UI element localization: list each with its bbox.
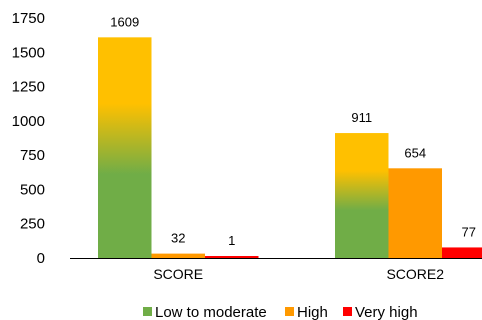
- y-tick-label-1000: 1000: [12, 113, 45, 130]
- data-label-score2-high: 654: [404, 145, 426, 160]
- bar-score2-very-high: [442, 247, 482, 258]
- category-labels: SCORE SCORE2: [153, 266, 444, 282]
- data-label-score2-low-to-moderate: 911: [351, 110, 372, 125]
- bar-score-very-high: [205, 256, 259, 258]
- legend-swatch-very-high: [343, 307, 352, 316]
- bar-score-low-to-moderate: [98, 37, 152, 258]
- y-tick-label-0: 0: [37, 250, 45, 267]
- y-tick-label-500: 500: [20, 181, 45, 198]
- y-tick-label-1500: 1500: [12, 44, 45, 61]
- legend: Low to moderate High Very high: [143, 304, 418, 320]
- y-tick-label-1250: 1250: [12, 79, 45, 96]
- data-labels: 1609 32 1 911 654 77: [110, 14, 476, 248]
- data-label-score-very-high: 1: [228, 233, 235, 248]
- bar-score2-high: [388, 168, 442, 258]
- data-label-score-low-to-moderate: 1609: [110, 14, 139, 29]
- data-label-score-high: 32: [171, 231, 185, 246]
- y-tick-label-1750: 1750: [12, 10, 45, 27]
- legend-label-high: High: [297, 304, 328, 320]
- y-axis-ticks: 0 250 500 750 1000 1250 1500 1750: [12, 10, 45, 267]
- y-tick-label-250: 250: [20, 216, 45, 233]
- bars: [98, 37, 482, 258]
- data-label-score2-very-high: 77: [462, 224, 476, 239]
- bar-score-high: [151, 253, 205, 258]
- category-label-score: SCORE: [153, 266, 203, 282]
- legend-swatch-high: [285, 307, 294, 316]
- y-tick-label-750: 750: [20, 147, 45, 164]
- legend-label-low-to-moderate: Low to moderate: [155, 304, 267, 320]
- bar-score2-low-to-moderate: [335, 133, 389, 258]
- legend-swatch-low-to-moderate: [143, 307, 152, 316]
- legend-label-very-high: Very high: [355, 304, 418, 320]
- category-label-score2: SCORE2: [386, 266, 444, 282]
